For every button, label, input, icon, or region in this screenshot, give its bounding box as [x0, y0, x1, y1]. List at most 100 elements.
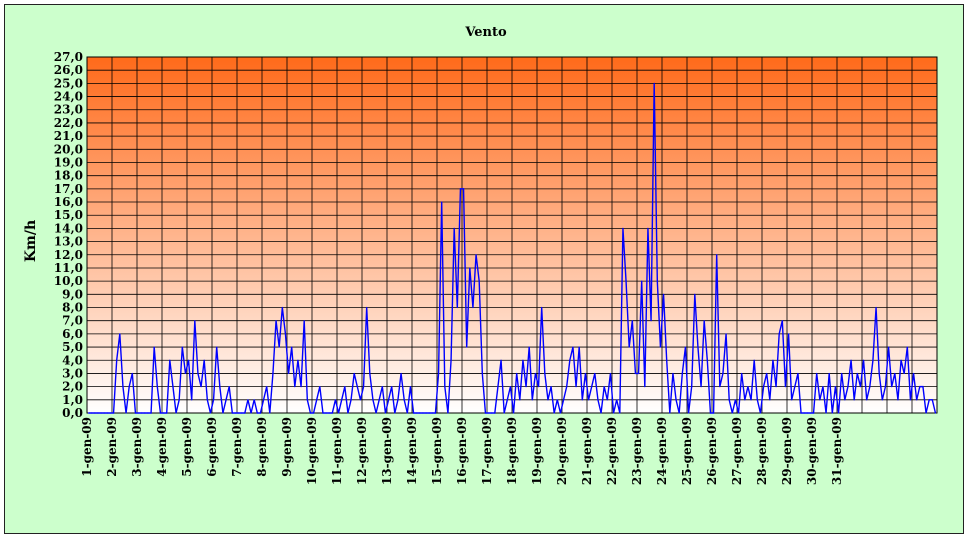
data-point [762, 386, 765, 388]
data-point [184, 372, 187, 375]
data-point [175, 412, 177, 414]
data-point [100, 412, 102, 414]
data-point [781, 320, 783, 322]
data-point [691, 386, 693, 388]
data-point [581, 399, 583, 401]
data-point [928, 399, 930, 401]
chart-area: Vento 0,0 1,0 2,0 3,0 4,0 5,0 6,0 7,0 8,0 9,0 10,0… [4, 4, 964, 534]
data-point [887, 346, 890, 348]
data-point [191, 399, 193, 401]
data-point [337, 412, 340, 414]
data-point [116, 359, 118, 361]
data-point [266, 386, 268, 388]
data-point [703, 320, 705, 322]
data-point [162, 412, 165, 414]
data-point [756, 399, 758, 401]
data-point [700, 386, 702, 388]
data-point [144, 412, 146, 414]
data-point [909, 399, 912, 401]
data-point [322, 412, 324, 414]
x-tick-label: 3-gen-09 [130, 417, 144, 477]
data-point [575, 386, 577, 388]
data-point [641, 280, 643, 282]
data-point [591, 386, 593, 388]
data-point [912, 372, 915, 375]
data-point [672, 372, 674, 375]
data-point [122, 386, 124, 388]
data-point [534, 372, 537, 375]
data-point [906, 346, 908, 348]
data-point [275, 320, 277, 322]
y-tick-label: 18,0 [54, 169, 83, 183]
y-tick-label: 11,0 [54, 261, 83, 275]
data-point [147, 412, 149, 414]
data-point [769, 399, 771, 401]
data-point [172, 386, 174, 388]
data-point [787, 333, 790, 335]
y-tick-label: 14,0 [54, 221, 83, 235]
data-point [328, 412, 330, 414]
data-point [675, 399, 677, 401]
data-point [506, 399, 508, 401]
y-tick-label: 0,0 [62, 406, 83, 420]
data-point [681, 372, 683, 375]
data-point [794, 386, 796, 388]
data-point [247, 399, 249, 401]
data-point [312, 412, 315, 414]
data-point [728, 399, 730, 401]
data-point [559, 412, 562, 414]
data-point [375, 412, 377, 414]
data-point [562, 399, 565, 401]
data-point [647, 227, 649, 230]
data-point [453, 227, 455, 230]
y-axis-ticks: 0,01,02,03,04,05,06,07,08,09,010,011,012… [54, 50, 83, 420]
data-point [253, 399, 255, 401]
data-point [550, 386, 552, 388]
x-tick-label: 7-gen-09 [230, 417, 244, 477]
data-point [694, 293, 696, 295]
data-point [919, 386, 921, 388]
data-point [241, 412, 243, 414]
data-point [706, 359, 708, 361]
data-point [553, 412, 555, 414]
data-point [712, 412, 715, 414]
data-point [747, 386, 749, 388]
data-point [872, 359, 874, 361]
data-point [212, 399, 215, 401]
data-point [753, 359, 755, 361]
data-point [219, 386, 221, 388]
data-point [316, 399, 318, 401]
data-point [487, 412, 490, 414]
x-tick-label: 13-gen-09 [380, 417, 394, 485]
data-point [878, 372, 880, 375]
data-point [678, 412, 680, 414]
y-tick-label: 12,0 [54, 248, 83, 262]
x-tick-label: 14-gen-09 [405, 417, 419, 485]
data-point [531, 399, 533, 401]
data-point [178, 399, 180, 401]
data-point [834, 386, 837, 388]
data-point [256, 412, 258, 414]
x-tick-label: 24-gen-09 [655, 417, 669, 485]
data-point [866, 399, 868, 401]
data-point [206, 399, 208, 401]
x-tick-label: 12-gen-09 [355, 417, 369, 485]
data-point [803, 412, 805, 414]
data-point [137, 412, 140, 414]
data-point [900, 359, 902, 361]
y-tick-label: 10,0 [54, 274, 83, 288]
data-point [653, 82, 655, 84]
data-point [869, 386, 871, 388]
y-tick-label: 16,0 [54, 195, 83, 209]
data-point [684, 346, 687, 348]
y-tick-label: 24,0 [54, 90, 83, 104]
y-tick-label: 23,0 [54, 103, 83, 117]
data-point [456, 306, 458, 309]
data-point [300, 386, 302, 388]
data-point [837, 412, 840, 414]
data-point [209, 412, 212, 414]
y-tick-label: 2,0 [62, 380, 83, 394]
data-point [772, 359, 774, 361]
data-point [512, 412, 515, 414]
data-point [891, 386, 893, 388]
